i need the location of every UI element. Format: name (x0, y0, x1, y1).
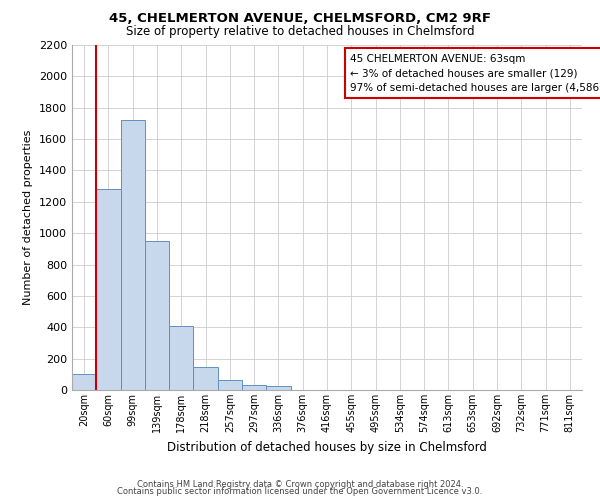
Text: 45, CHELMERTON AVENUE, CHELMSFORD, CM2 9RF: 45, CHELMERTON AVENUE, CHELMSFORD, CM2 9… (109, 12, 491, 26)
Text: Contains HM Land Registry data © Crown copyright and database right 2024.: Contains HM Land Registry data © Crown c… (137, 480, 463, 489)
Bar (72, 374, 96, 390)
Bar (242, 384, 266, 390)
Bar (121, 120, 145, 390)
Text: 45 CHELMERTON AVENUE: 63sqm
← 3% of detached houses are smaller (129)
97% of sem: 45 CHELMERTON AVENUE: 63sqm ← 3% of deta… (350, 54, 600, 93)
Y-axis label: Number of detached properties: Number of detached properties (23, 130, 34, 305)
Bar (169, 326, 193, 390)
Text: Size of property relative to detached houses in Chelmsford: Size of property relative to detached ho… (125, 25, 475, 38)
Bar (218, 380, 242, 390)
Bar (145, 241, 169, 390)
X-axis label: Distribution of detached houses by size in Chelmsford: Distribution of detached houses by size … (167, 440, 487, 454)
Text: Contains public sector information licensed under the Open Government Licence v3: Contains public sector information licen… (118, 488, 482, 496)
Bar (266, 386, 290, 390)
Bar (193, 368, 218, 390)
Bar (96, 190, 121, 390)
